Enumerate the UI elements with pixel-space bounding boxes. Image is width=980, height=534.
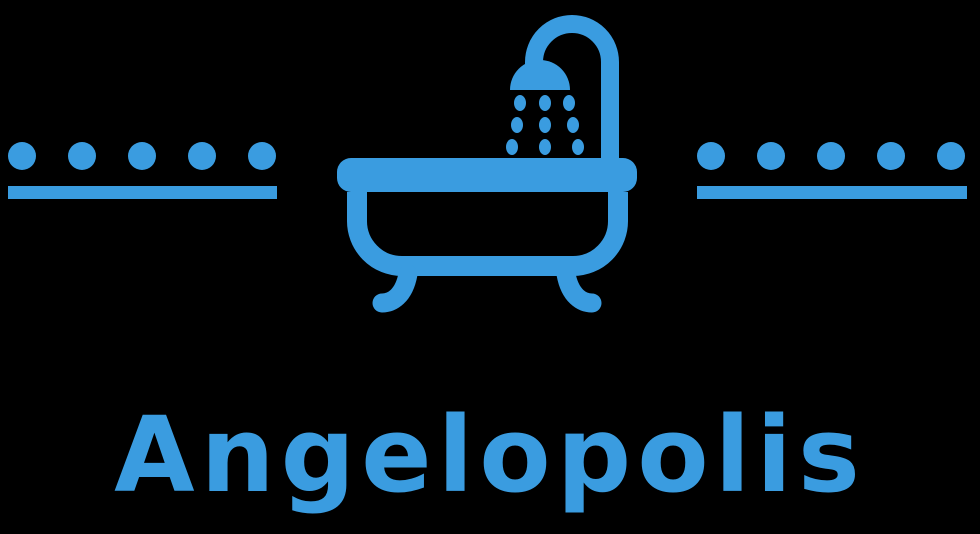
right-dots-divider-icon	[697, 142, 967, 199]
brand-name: Angelopolis	[114, 394, 866, 516]
left-dots-divider-icon	[8, 142, 277, 199]
bathtub-shower-icon	[337, 15, 637, 313]
